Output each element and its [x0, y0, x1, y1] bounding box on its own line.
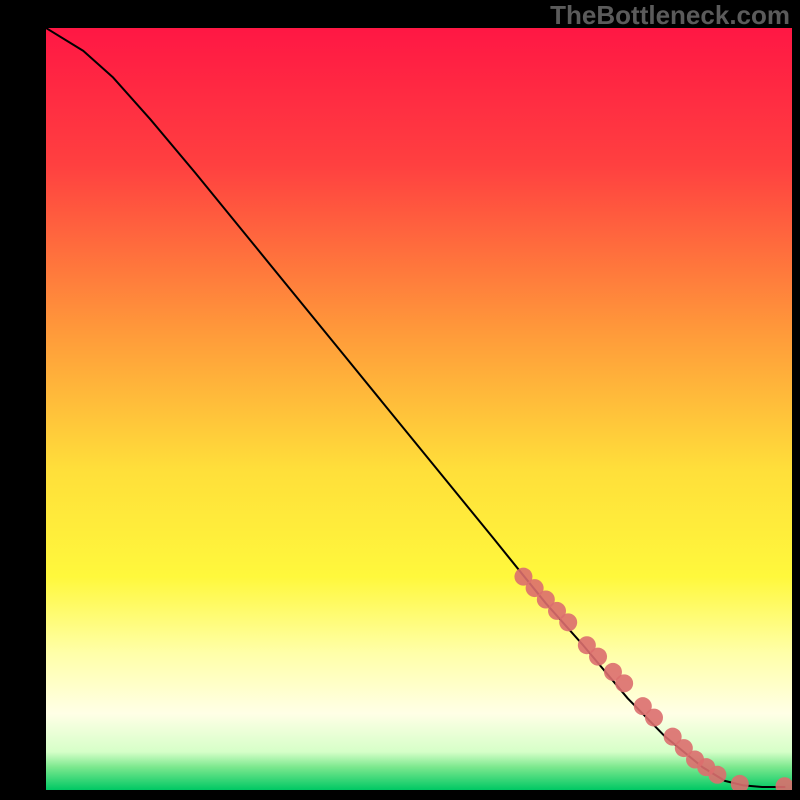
data-marker [559, 613, 577, 631]
chart-frame: TheBottleneck.com [0, 0, 800, 800]
data-marker [708, 766, 726, 784]
watermark-text: TheBottleneck.com [550, 0, 790, 31]
data-marker [615, 674, 633, 692]
data-marker [589, 648, 607, 666]
plot-background-gradient [46, 28, 792, 790]
plot-area [46, 28, 792, 790]
data-marker [645, 709, 663, 727]
